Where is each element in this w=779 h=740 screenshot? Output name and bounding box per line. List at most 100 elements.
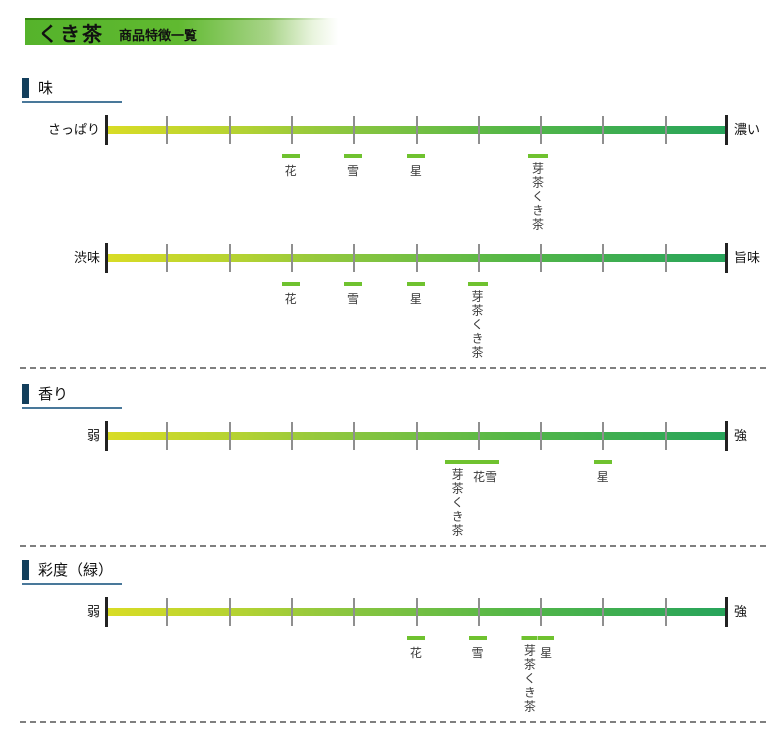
scale-end-tick-right	[725, 421, 728, 451]
scale-right-label: 濃い	[734, 122, 761, 137]
marker-dash-icon	[527, 154, 548, 158]
scale-track	[105, 115, 728, 145]
scale-end-tick-left	[105, 597, 108, 627]
marker-雪: 雪	[343, 282, 362, 307]
marker-dash-icon	[343, 282, 362, 286]
scale-end-tick-left	[105, 115, 108, 145]
scale-tick	[540, 244, 543, 272]
scale-right-label: 強	[734, 604, 748, 619]
section-title: 香り	[38, 387, 69, 403]
marker-row: 花 雪 芽茶くき茶星	[105, 627, 728, 719]
marker-花: 花	[281, 154, 300, 179]
scale-block: 弱強花雪芽茶くき茶星	[22, 597, 779, 719]
scale-row: 弱強	[22, 597, 779, 627]
marker-dash-icon	[281, 282, 300, 286]
scale-tick	[540, 598, 543, 626]
marker-雪: 雪	[468, 636, 487, 661]
marker-row: 花 雪 星 芽茶くき茶	[105, 145, 728, 237]
section-header: 彩度（緑）	[22, 559, 122, 585]
scale-tick	[602, 244, 605, 272]
marker-dash-icon	[406, 154, 425, 158]
page-title: くき茶	[38, 24, 104, 46]
marker-dash-icon	[281, 154, 300, 158]
scale-block: 渋味 旨味花 雪 星 芽茶くき茶	[22, 243, 779, 365]
scale-end-tick-right	[725, 597, 728, 627]
section-accent-bar-icon	[22, 77, 29, 98]
dashed-separator	[20, 545, 766, 547]
scale-end-tick-left	[105, 243, 108, 273]
scale-tick	[353, 598, 356, 626]
marker-dash-icon	[406, 282, 425, 286]
marker-星: 星	[406, 154, 425, 179]
scale-tick	[477, 244, 480, 272]
marker-label: 芽茶くき茶	[450, 468, 465, 538]
scale-tick	[602, 422, 605, 450]
marker-星: 星	[538, 636, 555, 661]
scale-track	[105, 243, 728, 273]
scale-track	[105, 421, 728, 451]
scale-tick	[166, 244, 169, 272]
scale-tick	[166, 422, 169, 450]
scale-block: さっぱり 濃い花 雪 星 芽茶くき茶	[22, 115, 779, 237]
section-header: 香り	[22, 383, 122, 409]
marker-label: 星	[409, 292, 422, 306]
scale-row: さっぱり 濃い	[22, 115, 779, 145]
marker-星: 星	[593, 460, 612, 485]
section-title: 彩度（緑）	[38, 563, 114, 579]
dashed-separator	[20, 721, 766, 723]
scale-tick	[415, 598, 418, 626]
marker-花: 花	[406, 636, 425, 661]
scale-track	[105, 597, 728, 627]
marker-label: 雪	[471, 646, 484, 660]
marker-label: 星	[540, 646, 553, 660]
marker-dash-icon	[521, 636, 538, 640]
scale-tick	[664, 244, 667, 272]
marker-花雪: 花雪	[471, 460, 500, 485]
marker-dash-icon	[468, 636, 487, 640]
marker-芽茶くき茶: 芽茶くき茶	[521, 636, 538, 714]
scale-tick	[602, 116, 605, 144]
marker-label: 花雪	[473, 470, 498, 484]
dashed-separator	[20, 367, 766, 369]
scale-end-tick-right	[725, 115, 728, 145]
scale-tick	[664, 422, 667, 450]
section-saturation: 彩度（緑）弱強花雪芽茶くき茶星	[20, 559, 779, 723]
scale-tick	[664, 598, 667, 626]
scale-tick	[166, 116, 169, 144]
marker-label: 雪	[346, 164, 359, 178]
marker-芽茶くき茶: 芽茶くき茶	[444, 460, 471, 538]
scale-end-tick-left	[105, 421, 108, 451]
marker-row: 芽茶くき茶 花雪 星	[105, 451, 728, 543]
scale-tick	[415, 116, 418, 144]
scale-tick	[290, 244, 293, 272]
scale-tick	[415, 244, 418, 272]
scale-tick	[602, 598, 605, 626]
marker-label: 芽茶くき茶	[470, 290, 485, 360]
scale-left-label: 弱	[86, 604, 100, 619]
section-taste: 味さっぱり 濃い花雪星芽茶くき茶 渋味 旨味花雪星芽茶くき茶	[20, 77, 779, 369]
page-subtitle: 商品特徴一覧	[119, 27, 198, 43]
marker-花: 花	[281, 282, 300, 307]
scale-tick	[290, 598, 293, 626]
scale-tick	[664, 116, 667, 144]
scale-tick	[353, 422, 356, 450]
marker-label: 雪	[346, 292, 359, 306]
scale-tick	[477, 116, 480, 144]
marker-dash-icon	[471, 460, 500, 464]
scale-end-tick-right	[725, 243, 728, 273]
marker-dash-icon	[467, 282, 488, 286]
scale-tick	[228, 598, 231, 626]
marker-dash-icon	[538, 636, 555, 640]
scale-tick	[166, 598, 169, 626]
scale-tick	[477, 598, 480, 626]
scale-tick	[290, 116, 293, 144]
scale-left-label: 渋味	[73, 250, 100, 265]
scale-tick	[540, 116, 543, 144]
scale-tick	[228, 244, 231, 272]
marker-芽茶くき茶: 芽茶くき茶	[527, 154, 548, 232]
sections-container: 味さっぱり 濃い花雪星芽茶くき茶 渋味 旨味花雪星芽茶くき茶 香り弱強芽茶くき茶 花雪星彩…	[20, 77, 779, 723]
scale-row: 渋味 旨味	[22, 243, 779, 273]
scale-tick	[228, 116, 231, 144]
scale-tick	[353, 116, 356, 144]
marker-label: 花	[284, 164, 297, 178]
